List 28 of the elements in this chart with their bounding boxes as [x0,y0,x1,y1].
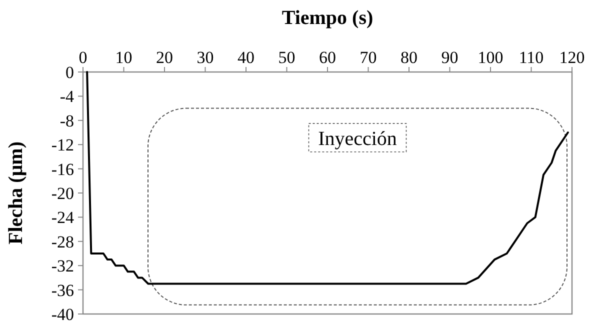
x-tick-label: 70 [360,48,377,67]
x-tick-label: 0 [78,48,88,67]
x-tick-label: 40 [238,48,254,67]
x-tick-label: 100 [478,48,504,67]
y-tick-label: -4 [60,87,74,106]
y-tick-label: -16 [51,160,74,179]
x-tick-label: 30 [196,48,214,67]
y-axis-title: Flecha (μm) [5,142,27,244]
annotation: Inyección [318,128,397,150]
x-axis-title: Tiempo (s) [282,7,374,29]
x-tick-label: 60 [319,48,336,67]
x-tick-label: 80 [400,48,418,67]
x-tick-label: 110 [518,48,544,67]
x-tick-label: 90 [441,48,458,67]
x-tick-label: 10 [115,48,132,67]
y-tick-label: 0 [66,62,74,82]
x-tick-label: 120 [559,48,585,67]
y-tick-label: -32 [51,256,74,276]
y-tick-label: -8 [60,111,74,130]
x-tick-label: 20 [156,48,173,67]
y-tick-label: -40 [51,304,74,324]
x-tick-label: 50 [278,48,296,67]
y-tick-label: -28 [51,232,74,252]
y-tick-label: -12 [51,136,74,155]
y-tick-label: -24 [51,208,74,228]
line-series [86,71,569,285]
y-tick-label: -20 [51,184,74,203]
y-tick-label: -36 [51,280,74,300]
